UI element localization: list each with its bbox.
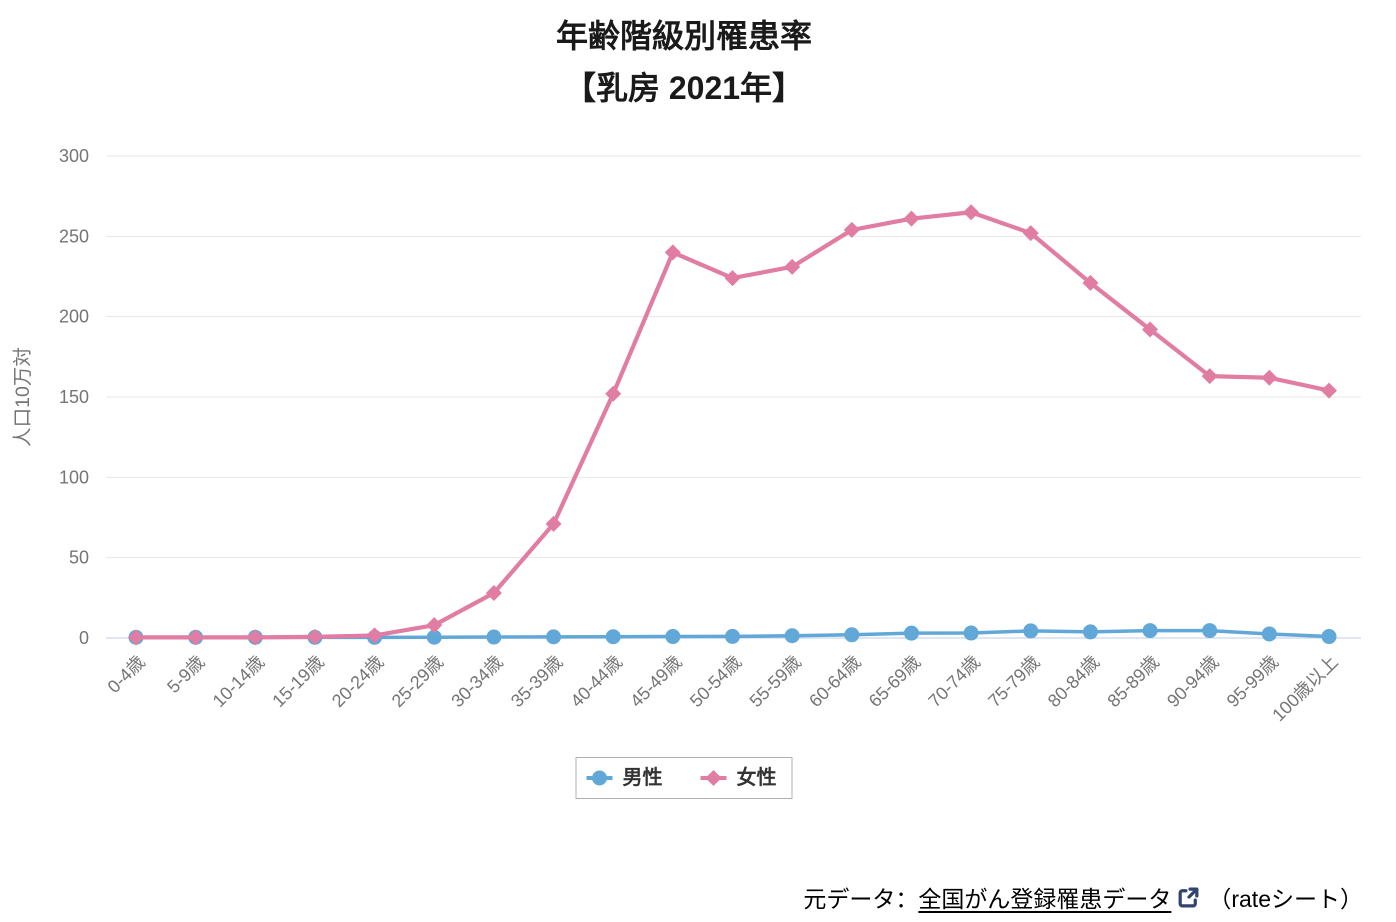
female-data-point xyxy=(426,617,443,634)
male-data-point xyxy=(784,628,800,644)
x-tick-label: 80-84歳 xyxy=(1044,652,1103,711)
male-data-point xyxy=(1082,624,1098,640)
y-tick-label: 0 xyxy=(79,628,89,648)
x-tick-label: 10-14歳 xyxy=(209,652,268,711)
x-tick-label: 30-34歳 xyxy=(447,652,506,711)
x-tick-label: 5-9歳 xyxy=(163,652,208,697)
external-link-icon[interactable] xyxy=(1176,885,1201,910)
female-data-point xyxy=(664,244,681,261)
male-data-point xyxy=(844,627,860,643)
female-data-point xyxy=(128,629,144,646)
female-data-point xyxy=(247,629,264,646)
x-tick-label: 100歳以上 xyxy=(1268,652,1342,726)
female-data-point xyxy=(1142,321,1159,338)
source-suffix: （rateシート） xyxy=(1208,886,1363,912)
legend-item-female[interactable]: 女性 xyxy=(700,767,777,789)
x-tick-label: 25-29歳 xyxy=(388,652,447,711)
x-tick-label: 90-94歳 xyxy=(1163,652,1222,711)
female-series-marker-icon xyxy=(700,770,727,786)
x-tick-label: 15-19歳 xyxy=(268,652,327,711)
female-data-point xyxy=(1082,274,1099,291)
x-tick-label: 55-59歳 xyxy=(746,652,805,711)
female-data-point xyxy=(605,385,622,402)
x-tick-label: 60-64歳 xyxy=(805,652,864,711)
male-data-point xyxy=(903,625,919,641)
y-tick-label: 250 xyxy=(59,226,89,246)
female-data-point xyxy=(545,515,562,532)
y-tick-label: 200 xyxy=(59,307,89,327)
chart-title: 年齢階級別罹患率 xyxy=(555,18,813,54)
y-axis-title: 人口10万対 xyxy=(12,347,34,447)
male-data-point xyxy=(546,629,562,645)
female-data-point xyxy=(784,258,801,275)
male-data-point xyxy=(963,625,979,641)
female-data-point xyxy=(903,210,920,227)
male-data-point xyxy=(1321,629,1337,645)
chart-legend: 男性 女性 xyxy=(575,757,793,799)
x-tick-label: 20-24歳 xyxy=(328,652,387,711)
legend-label-male: 男性 xyxy=(622,767,663,789)
female-data-point xyxy=(485,585,502,602)
male-data-point xyxy=(1202,623,1218,639)
x-tick-label: 35-39歳 xyxy=(507,652,566,711)
legend-item-male[interactable]: 男性 xyxy=(586,767,663,789)
female-data-point xyxy=(963,204,980,221)
x-tick-label: 50-54歳 xyxy=(686,652,745,711)
male-data-point xyxy=(426,629,442,645)
male-data-point xyxy=(605,629,621,645)
x-tick-label: 70-74歳 xyxy=(924,652,983,711)
female-data-point xyxy=(1022,225,1039,242)
x-tick-label: 95-99歳 xyxy=(1223,652,1282,711)
x-tick-label: 45-49歳 xyxy=(626,652,685,711)
female-data-point xyxy=(1201,368,1218,385)
x-tick-label: 0-4歳 xyxy=(104,652,149,697)
source-note: 元データ： 全国がん登録罹患データ （rateシート） xyxy=(803,880,1363,914)
male-data-point xyxy=(1142,623,1158,639)
male-data-point xyxy=(1023,623,1039,639)
female-data-point xyxy=(1321,382,1337,399)
x-tick-label: 40-44歳 xyxy=(567,652,626,711)
male-series-marker-icon xyxy=(586,770,613,786)
female-data-point xyxy=(187,629,204,646)
male-data-point xyxy=(725,628,740,644)
female-data-point xyxy=(724,270,741,287)
line-chart: 0 50 100 150 200 250 300 人口10万対 0-4歳 5-9歳 10-14歳 15… xyxy=(12,146,1361,726)
female-data-point xyxy=(843,221,860,238)
y-tick-label: 50 xyxy=(69,548,89,568)
y-tick-label: 300 xyxy=(59,146,89,166)
x-tick-label: 75-79歳 xyxy=(984,652,1043,711)
source-prefix: 元データ： xyxy=(803,886,919,912)
y-tick-label: 100 xyxy=(59,467,89,487)
source-link[interactable]: 全国がん登録罹患データ xyxy=(918,886,1172,912)
x-tick-label: 65-69歳 xyxy=(865,652,924,711)
chart-subtitle: 【乳房 2021年】 xyxy=(563,70,805,106)
male-data-point xyxy=(1261,626,1277,642)
male-data-point xyxy=(665,629,681,645)
female-data-point xyxy=(306,628,323,645)
female-data-point xyxy=(366,627,383,644)
male-data-point xyxy=(486,629,502,645)
female-data-point xyxy=(1261,369,1278,386)
y-tick-label: 150 xyxy=(59,387,89,407)
x-tick-label: 85-89歳 xyxy=(1103,652,1162,711)
legend-label-female: 女性 xyxy=(736,767,777,789)
